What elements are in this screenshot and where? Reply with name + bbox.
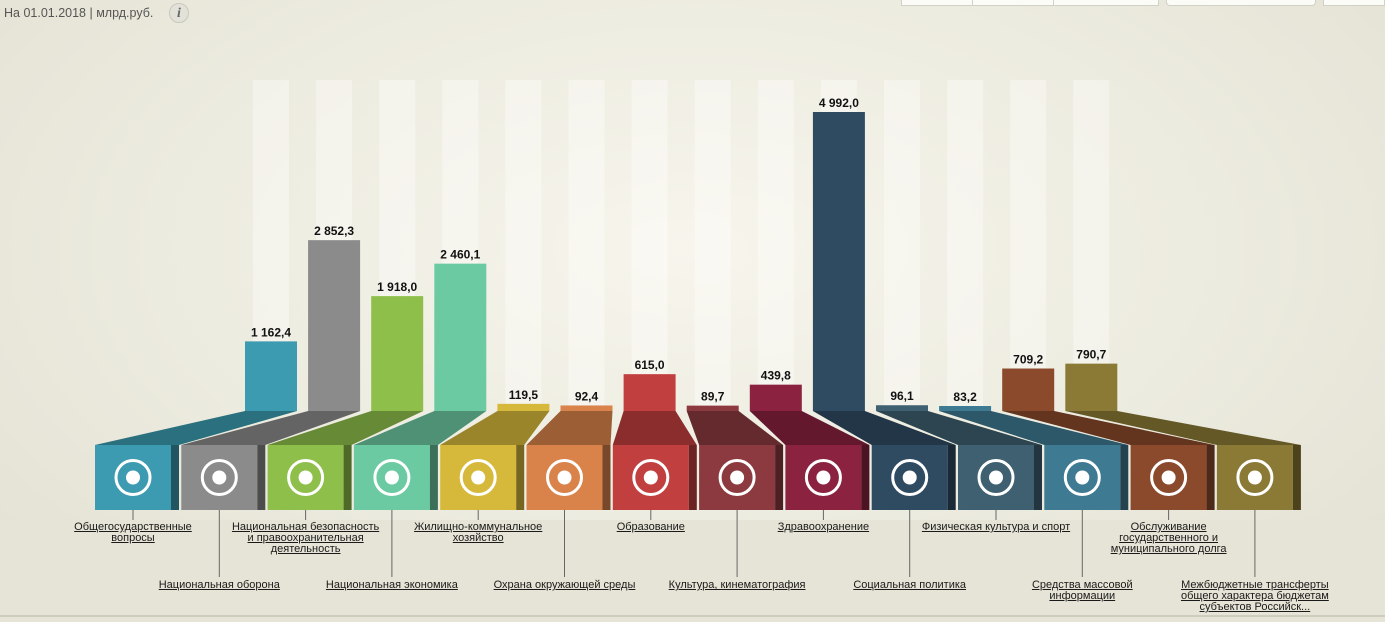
category-label-5[interactable]: Жилищно-коммунальное хозяйство xyxy=(414,521,543,544)
bar-ribbon xyxy=(749,411,870,445)
toolbar-tab-3[interactable] xyxy=(1053,0,1159,6)
category-label-7[interactable]: Образование xyxy=(616,521,685,533)
bar-ribbon xyxy=(95,411,297,445)
floor-band xyxy=(0,520,1385,622)
value-label-14: 790,7 xyxy=(1076,348,1106,362)
soccer-ball-icon xyxy=(977,459,1015,496)
category-label-10[interactable]: Социальная политика xyxy=(853,579,967,591)
category-label-1[interactable]: Общегосударственные вопросы xyxy=(74,521,192,544)
bar-ribbon xyxy=(1065,411,1301,445)
value-label-11: 96,1 xyxy=(890,389,914,403)
info-icon[interactable]: i xyxy=(169,3,189,23)
tile-side xyxy=(343,445,352,510)
tile-side xyxy=(1292,445,1301,510)
category-label-6[interactable]: Охрана окружающей среды xyxy=(493,579,636,591)
bar-ribbon xyxy=(876,411,1042,445)
category-label-4[interactable]: Национальная экономика xyxy=(325,579,458,591)
bar-8 xyxy=(686,405,739,411)
value-label-4: 2 460,1 xyxy=(440,248,480,262)
category-label-11[interactable]: Физическая культура и спорт xyxy=(921,521,1071,533)
tile-side xyxy=(861,445,870,510)
date-unit-label: На 01.01.2018 | млрд.руб. xyxy=(4,6,154,20)
category-label-12[interactable]: Средства массовой информации xyxy=(1031,579,1133,602)
value-label-3: 1 918,0 xyxy=(377,280,417,294)
value-label-10: 4 992,0 xyxy=(819,96,859,110)
category-label-9[interactable]: Здравоохранение xyxy=(777,521,870,533)
category-label-2[interactable]: Национальная оборона xyxy=(158,579,280,591)
tile-side xyxy=(688,445,697,510)
bar-13 xyxy=(1002,368,1055,411)
background-ray xyxy=(884,80,920,410)
value-label-7: 615,0 xyxy=(635,358,665,372)
graduation-cap-icon xyxy=(632,459,670,496)
tile-side xyxy=(1206,445,1215,510)
tile-side xyxy=(516,445,525,510)
bar-ribbon xyxy=(353,411,487,445)
bar-ribbon xyxy=(526,411,613,445)
tile-side xyxy=(602,445,611,510)
tile-side xyxy=(947,445,956,510)
tile-side xyxy=(171,445,179,510)
tile-side xyxy=(257,445,266,510)
trees-icon xyxy=(546,459,583,496)
pipe-valve-icon xyxy=(459,459,497,496)
bar-ribbon xyxy=(686,411,784,445)
value-label-1: 1 162,4 xyxy=(251,325,291,339)
background-ray xyxy=(1073,80,1110,410)
background-ray xyxy=(947,80,984,410)
bar-10 xyxy=(812,112,865,411)
handcuffs-icon xyxy=(287,459,325,496)
bar-ribbon xyxy=(1002,411,1215,445)
theater-masks-icon xyxy=(718,459,756,496)
tile-side xyxy=(429,445,438,510)
value-label-6: 92,4 xyxy=(575,389,599,403)
value-label-8: 89,7 xyxy=(701,390,725,404)
category-label-3[interactable]: Национальная безопасность и правоохранит… xyxy=(231,521,380,555)
hand-coins-icon xyxy=(1150,459,1188,496)
background-ray xyxy=(568,80,605,410)
bar-1 xyxy=(245,341,297,411)
toolbar-select[interactable] xyxy=(1166,0,1316,6)
bar-ribbon xyxy=(812,411,956,445)
bar-12 xyxy=(939,406,992,411)
bar-11 xyxy=(876,405,928,411)
medical-bowl-icon xyxy=(804,459,842,496)
tile-side xyxy=(1120,445,1129,510)
bar-4 xyxy=(434,263,487,411)
people-icon xyxy=(891,459,929,496)
bar-14 xyxy=(1065,363,1118,411)
background-ray xyxy=(757,80,794,410)
government-building-icon xyxy=(114,459,152,496)
category-label-13[interactable]: Обслуживание государственного и муниципа… xyxy=(1110,521,1227,555)
value-label-13: 709,2 xyxy=(1013,353,1043,367)
bar-ribbon xyxy=(440,411,550,445)
bank-coins-icon xyxy=(373,459,411,496)
bar-6 xyxy=(560,405,613,411)
background-ray xyxy=(694,80,731,410)
background-ray xyxy=(1010,80,1047,410)
bar-7 xyxy=(623,374,676,411)
money-bag-icon xyxy=(1236,459,1274,496)
category-label-14[interactable]: Межбюджетные трансферты общего характера… xyxy=(1180,579,1329,613)
background-ray xyxy=(505,80,542,410)
bar-ribbon xyxy=(181,411,361,445)
bar-ribbon xyxy=(939,411,1129,445)
value-label-2: 2 852,3 xyxy=(314,224,354,238)
bar-9 xyxy=(749,384,802,411)
bar-5 xyxy=(497,403,550,411)
bar-2 xyxy=(308,240,361,411)
shield-icon xyxy=(200,459,238,496)
bar-ribbon xyxy=(267,411,424,445)
newspaper-icon xyxy=(1063,459,1101,496)
value-label-5: 119,5 xyxy=(509,388,539,402)
bar-3 xyxy=(371,296,424,411)
tile-side xyxy=(1034,445,1042,510)
background-ray xyxy=(631,80,668,410)
category-label-8[interactable]: Культура, кинематография xyxy=(668,579,806,591)
value-label-12: 83,2 xyxy=(953,390,977,404)
tile-side xyxy=(775,445,784,510)
bar-ribbon xyxy=(612,411,697,445)
value-label-9: 439,8 xyxy=(761,369,791,383)
